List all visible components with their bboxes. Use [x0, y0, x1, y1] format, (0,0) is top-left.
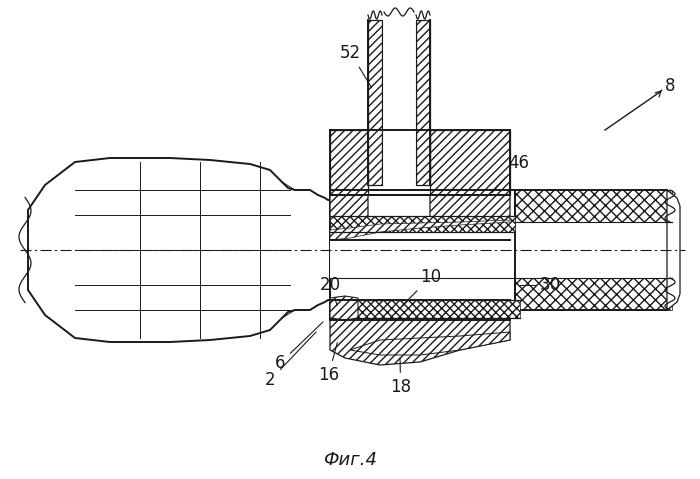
Bar	[430, 130, 510, 195]
Text: 20: 20	[320, 276, 341, 305]
Bar	[330, 130, 368, 195]
Polygon shape	[330, 195, 368, 235]
Bar	[368, 20, 382, 185]
Bar	[382, 20, 416, 185]
Polygon shape	[667, 190, 680, 310]
Polygon shape	[330, 318, 510, 365]
Polygon shape	[430, 195, 510, 230]
Bar	[515, 278, 672, 310]
Bar	[330, 190, 515, 310]
Bar	[515, 222, 672, 278]
Text: 16: 16	[318, 342, 339, 384]
Text: 6: 6	[275, 322, 323, 372]
Bar	[416, 20, 430, 185]
Text: 2: 2	[265, 332, 316, 389]
Text: Фиг.4: Фиг.4	[323, 451, 377, 469]
Bar	[330, 216, 515, 232]
Text: 46: 46	[492, 154, 529, 193]
Text: 10: 10	[402, 268, 441, 306]
Text: 8: 8	[665, 77, 676, 95]
Text: 52: 52	[340, 44, 372, 88]
Polygon shape	[330, 220, 510, 240]
Text: 18: 18	[390, 358, 411, 396]
Bar	[330, 222, 515, 278]
Bar	[515, 190, 672, 222]
Bar	[330, 300, 520, 318]
Polygon shape	[330, 296, 358, 320]
Polygon shape	[28, 158, 330, 342]
Text: 30: 30	[540, 276, 561, 294]
Polygon shape	[350, 332, 510, 355]
